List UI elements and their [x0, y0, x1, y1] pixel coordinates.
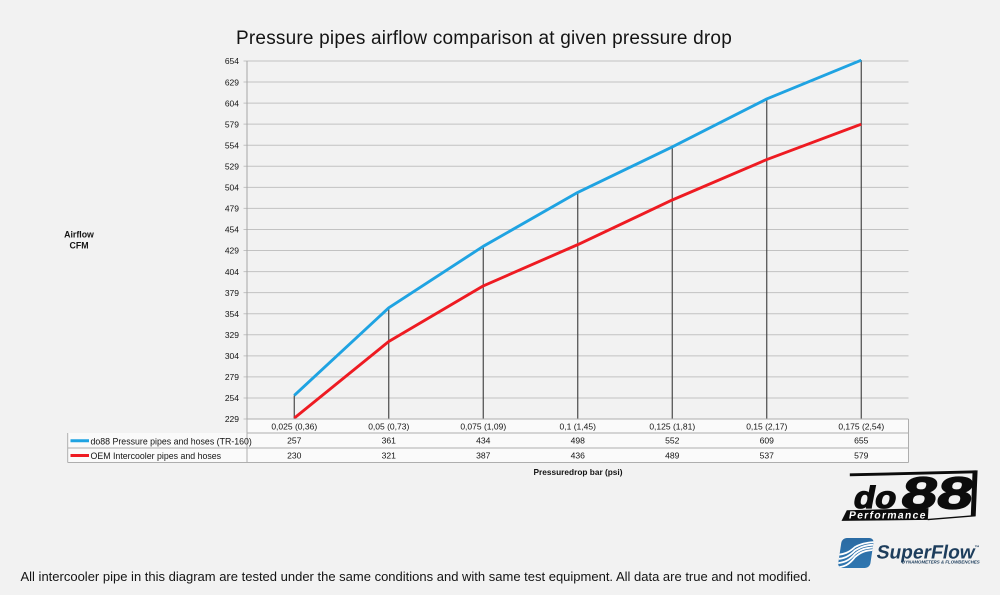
- svg-text:609: 609: [760, 436, 775, 446]
- svg-text:0,15 (2,17): 0,15 (2,17): [746, 421, 787, 431]
- svg-text:Performance: Performance: [848, 510, 928, 521]
- svg-text:429: 429: [225, 246, 239, 256]
- svg-text:354: 354: [225, 309, 239, 319]
- svg-text:579: 579: [225, 119, 239, 129]
- svg-text:329: 329: [225, 330, 239, 340]
- svg-text:434: 434: [476, 436, 491, 446]
- svg-text:304: 304: [225, 351, 239, 361]
- svg-text:379: 379: [225, 288, 239, 298]
- svg-text:552: 552: [665, 436, 680, 446]
- svg-text:OEM Intercooler pipes and hose: OEM Intercooler pipes and hoses: [91, 451, 222, 461]
- svg-text:Pressuredrop bar (psi): Pressuredrop bar (psi): [534, 467, 623, 477]
- svg-text:230: 230: [287, 450, 302, 460]
- svg-text:387: 387: [476, 450, 491, 460]
- svg-text:0,1 (1,45): 0,1 (1,45): [560, 421, 597, 431]
- svg-text:279: 279: [225, 372, 239, 382]
- svg-text:361: 361: [382, 436, 397, 446]
- svg-text:504: 504: [225, 183, 239, 193]
- svg-text:479: 479: [225, 204, 239, 214]
- svg-text:254: 254: [225, 393, 239, 403]
- svg-text:SuperFlow: SuperFlow: [875, 541, 978, 563]
- svg-text:229: 229: [225, 414, 239, 424]
- svg-text:0,025 (0,36): 0,025 (0,36): [271, 421, 317, 431]
- svg-text:DYNAMOMETERS & FLOWBENCHES: DYNAMOMETERS & FLOWBENCHES: [902, 559, 981, 564]
- svg-text:321: 321: [382, 450, 397, 460]
- svg-text:629: 629: [225, 77, 239, 87]
- svg-text:537: 537: [760, 450, 775, 460]
- svg-text:0,175 (2,54): 0,175 (2,54): [838, 421, 884, 431]
- svg-text:™: ™: [975, 545, 980, 551]
- svg-text:529: 529: [225, 161, 239, 171]
- svg-text:454: 454: [225, 225, 239, 235]
- svg-text:554: 554: [225, 140, 239, 150]
- svg-text:0,05 (0,73): 0,05 (0,73): [368, 421, 409, 431]
- svg-text:257: 257: [287, 436, 302, 446]
- svg-text:489: 489: [665, 450, 680, 460]
- svg-text:655: 655: [854, 436, 869, 446]
- svg-text:404: 404: [225, 267, 239, 277]
- svg-text:0,075 (1,09): 0,075 (1,09): [460, 421, 506, 431]
- svg-text:Airflow: Airflow: [64, 230, 94, 240]
- svg-text:436: 436: [571, 450, 586, 460]
- svg-text:do88 Pressure pipes and hoses: do88 Pressure pipes and hoses (TR-160): [91, 436, 252, 446]
- svg-text:604: 604: [225, 98, 239, 108]
- svg-text:0,125 (1,81): 0,125 (1,81): [649, 421, 695, 431]
- svg-text:498: 498: [571, 436, 586, 446]
- svg-text:Pressure pipes airflow compari: Pressure pipes airflow comparison at giv…: [236, 28, 732, 49]
- svg-text:579: 579: [854, 450, 869, 460]
- svg-text:654: 654: [225, 56, 239, 66]
- svg-text:CFM: CFM: [69, 241, 88, 251]
- svg-text:All intercooler pipe in this d: All intercooler pipe in this diagram are…: [21, 569, 812, 584]
